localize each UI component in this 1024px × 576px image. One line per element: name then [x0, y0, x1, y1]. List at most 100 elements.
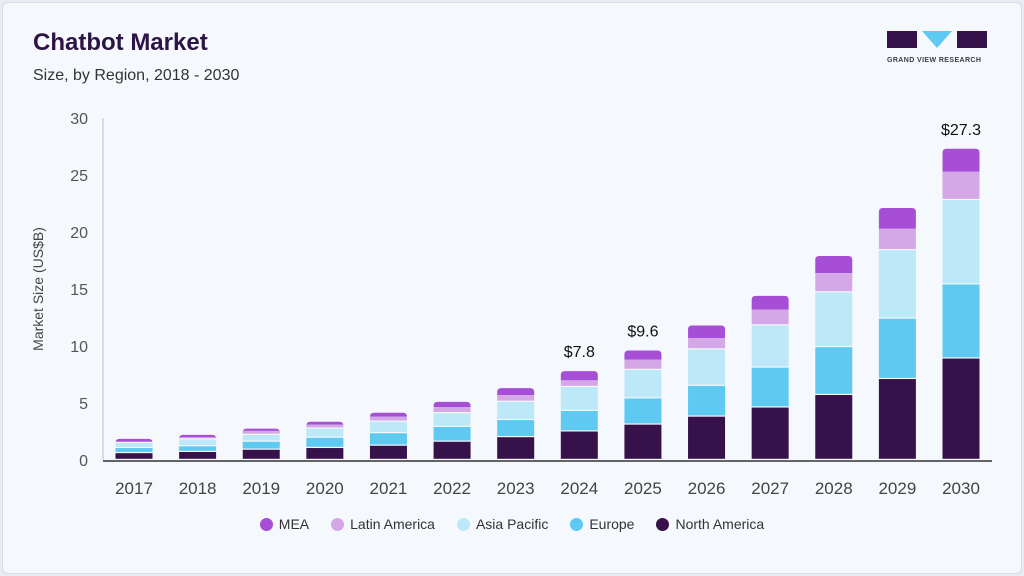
bar-segment-mea [688, 325, 726, 339]
bar-segment-latin-america [306, 424, 344, 428]
x-tick-label: 2026 [688, 479, 726, 498]
bar-segment-mea [942, 148, 980, 172]
legend-swatch [570, 517, 584, 531]
bar-segment-north-america [624, 424, 662, 459]
bar-segment-asia-pacific [688, 349, 726, 385]
bar-segment-latin-america [179, 437, 217, 439]
bar-segment-mea [242, 428, 280, 433]
bar-segment-europe [115, 448, 153, 452]
bar-segment-latin-america [878, 228, 916, 250]
bar-segment-asia-pacific [751, 325, 789, 367]
x-tick-label: 2019 [242, 479, 280, 498]
legend-item-mea: MEA [259, 516, 310, 532]
bar-segment-north-america [179, 452, 217, 459]
bar-segment-latin-america [815, 273, 853, 292]
legend-label: Latin America [350, 516, 435, 532]
bar-segment-europe [688, 385, 726, 416]
bar-segment-mea [115, 438, 153, 443]
bar-segment-asia-pacific [242, 434, 280, 441]
total-data-label: $9.6 [627, 324, 658, 341]
bar-segment-north-america [560, 431, 598, 459]
x-tick-label: 2021 [370, 479, 408, 498]
legend-swatch [456, 517, 470, 531]
bar-segment-latin-america [497, 395, 535, 401]
bar-segment-latin-america [751, 309, 789, 325]
x-tick-label: 2023 [497, 479, 535, 498]
bar-segment-mea [433, 401, 471, 407]
legend-swatch [259, 517, 273, 531]
bar-segment-europe [242, 441, 280, 449]
bar-segment-mea [815, 255, 853, 274]
legend-item-latin-america: Latin America [331, 516, 435, 532]
bar-segment-north-america [242, 449, 280, 459]
y-tick-label: 15 [70, 282, 88, 299]
bar-segment-latin-america [369, 416, 407, 421]
bar-segment-latin-america [242, 430, 280, 434]
total-data-label: $27.3 [941, 122, 981, 139]
bar-segment-north-america [369, 445, 407, 459]
legend: MEA Latin America Asia Pacific Europe North … [0, 516, 1024, 532]
y-axis-label: Market Size (US$B) [30, 227, 46, 351]
bar-segment-asia-pacific [306, 428, 344, 437]
bar-segment-latin-america [942, 171, 980, 199]
legend-label: Europe [589, 516, 635, 532]
bar-segment-north-america [497, 437, 535, 459]
bar-segment-mea [497, 388, 535, 396]
bar-segment-europe [369, 433, 407, 445]
total-data-label: $7.8 [564, 344, 595, 361]
x-tick-label: 2028 [815, 479, 853, 498]
legend-item-north-america: North America [656, 516, 764, 532]
bar-segment-europe [497, 420, 535, 436]
bar-segment-europe [306, 437, 344, 447]
bar-segment-mea [306, 421, 344, 426]
bar-segment-latin-america [433, 406, 471, 413]
x-tick-label: 2022 [433, 479, 471, 498]
bar-segment-latin-america [624, 359, 662, 369]
bar-segment-europe [560, 410, 598, 431]
x-tick-label: 2024 [560, 479, 598, 498]
legend-item-asia-pacific: Asia Pacific [456, 516, 549, 532]
bar-segment-latin-america [560, 380, 598, 386]
bar-segment-asia-pacific [560, 387, 598, 410]
bar-segment-north-america [942, 358, 980, 459]
bar-segment-asia-pacific [878, 250, 916, 318]
bar-segment-mea [624, 350, 662, 360]
bar-segment-north-america [115, 453, 153, 459]
bar-segment-north-america [688, 416, 726, 459]
bar-segment-asia-pacific [624, 369, 662, 398]
bar-segment-europe [878, 318, 916, 378]
bar-segment-europe [751, 367, 789, 407]
bar-segment-europe [815, 347, 853, 394]
bar-segment-europe [433, 426, 471, 441]
bar-segment-asia-pacific [369, 421, 407, 433]
legend-label: MEA [278, 516, 310, 532]
x-tick-label: 2030 [942, 479, 980, 498]
y-tick-label: 20 [70, 225, 88, 242]
x-tick-label: 2020 [306, 479, 344, 498]
bar-segment-asia-pacific [179, 439, 217, 446]
legend-item-europe: Europe [570, 516, 634, 532]
bar-segment-mea [560, 371, 598, 381]
bar-segment-asia-pacific [497, 401, 535, 419]
chart-subtitle: Size, by Region, 2018 - 2030 [33, 67, 240, 84]
chart-title: Chatbot Market [33, 29, 208, 56]
bar-segment-mea [751, 295, 789, 310]
y-tick-label: 5 [79, 396, 88, 413]
bar-segment-latin-america [688, 338, 726, 349]
y-tick-label: 25 [70, 168, 88, 185]
y-tick-label: 10 [70, 339, 88, 356]
bar-segment-asia-pacific [815, 292, 853, 346]
bar-segment-asia-pacific [115, 442, 153, 447]
bar-segment-europe [179, 446, 217, 451]
bar-segment-asia-pacific [942, 200, 980, 284]
x-tick-label: 2029 [878, 479, 916, 498]
legend-label: Asia Pacific [475, 516, 549, 532]
y-tick-label: 0 [79, 453, 88, 470]
x-tick-label: 2018 [179, 479, 217, 498]
legend-label: North America [675, 516, 765, 532]
bar-segment-north-america [878, 379, 916, 459]
legend-swatch [656, 517, 670, 531]
bar-segment-mea [179, 434, 217, 439]
bar-segment-mea [369, 412, 407, 417]
bar-segment-north-america [433, 441, 471, 459]
